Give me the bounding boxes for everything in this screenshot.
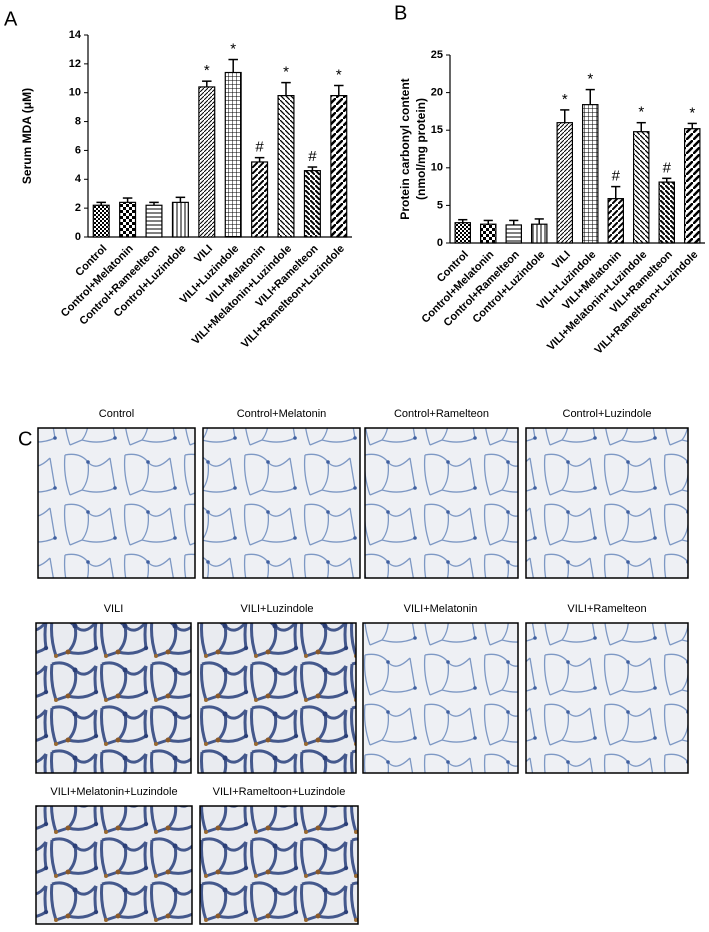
bar	[480, 223, 497, 244]
bar	[171, 201, 189, 238]
bar	[581, 104, 599, 244]
micrograph-label: VILI+Rameltoon+Luzindole	[213, 786, 346, 798]
micrograph-label: VILI+Melatonin+Luzindole	[50, 786, 177, 798]
micrograph	[525, 622, 689, 774]
y-axis-label: (nmol/mg protein)	[414, 98, 428, 200]
significance-marker: #	[308, 148, 317, 165]
x-tick-label: VILI	[192, 243, 215, 266]
y-tick-label: 0	[437, 237, 443, 249]
bar	[683, 128, 701, 244]
significance-marker: *	[587, 71, 593, 88]
significance-marker: #	[255, 139, 264, 156]
y-tick-label: 10	[69, 87, 81, 99]
significance-marker: *	[336, 66, 342, 83]
bar	[530, 223, 548, 244]
y-tick-label: 20	[431, 87, 443, 99]
micrograph	[35, 622, 192, 774]
significance-marker: *	[283, 64, 289, 81]
panel-label: A	[4, 8, 18, 30]
micrograph	[197, 622, 357, 774]
bar	[145, 204, 163, 238]
significance-marker: #	[612, 168, 621, 185]
y-tick-label: 0	[75, 231, 81, 243]
y-axis-label: Protein carbonyl content	[398, 78, 412, 219]
bar	[505, 224, 523, 244]
significance-marker: #	[663, 159, 672, 176]
micrograph-label: VILI+Luzindole	[240, 603, 313, 615]
micrograph-label: Control+Ramelteon	[394, 408, 489, 420]
y-tick-label: 14	[69, 29, 82, 41]
bar	[224, 71, 242, 238]
bar	[277, 94, 295, 238]
micrograph-label: VILI+Melatonin	[404, 603, 478, 615]
micrograph-label: Control+Melatonin	[237, 408, 327, 420]
micrograph	[37, 427, 196, 579]
bar	[303, 170, 321, 238]
micrograph-label: Control+Luzindole	[563, 408, 652, 420]
bar	[198, 86, 216, 238]
y-tick-label: 12	[69, 58, 81, 70]
bar	[556, 122, 573, 244]
y-tick-label: 8	[75, 115, 81, 127]
y-tick-label: 6	[75, 144, 81, 156]
y-tick-label: 25	[431, 49, 443, 61]
y-tick-label: 2	[75, 202, 81, 214]
panel-label: C	[18, 428, 32, 450]
y-tick-label: 15	[431, 124, 443, 136]
y-tick-label: 5	[437, 199, 443, 211]
significance-marker: *	[230, 40, 236, 57]
bar	[632, 131, 650, 244]
panel-label: B	[394, 2, 407, 24]
micrograph	[364, 427, 519, 579]
bar	[119, 201, 137, 238]
significance-marker: *	[638, 104, 644, 121]
micrograph-label: VILI	[104, 603, 124, 615]
bar	[607, 198, 624, 244]
micrograph	[525, 427, 689, 579]
bar	[251, 161, 269, 238]
micrograph	[202, 427, 361, 579]
micrograph	[362, 622, 519, 774]
y-tick-label: 10	[431, 162, 443, 174]
micrograph-label: Control	[99, 408, 134, 420]
bar	[658, 181, 675, 244]
micrograph	[199, 805, 359, 925]
y-tick-label: 4	[75, 173, 82, 185]
micrograph	[35, 805, 193, 925]
significance-marker: *	[689, 104, 695, 121]
bar	[92, 204, 110, 238]
micrograph-label: VILI+Ramelteon	[567, 603, 646, 615]
y-axis-label: Serum MDA (μM)	[20, 88, 34, 184]
significance-marker: *	[562, 91, 568, 108]
bar	[454, 222, 472, 244]
significance-marker: *	[204, 62, 210, 79]
bar	[330, 94, 348, 238]
